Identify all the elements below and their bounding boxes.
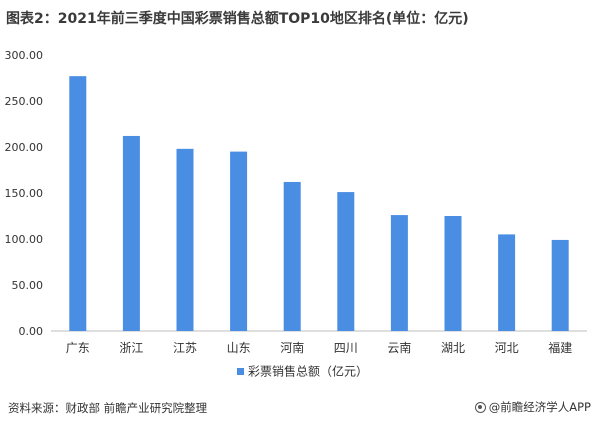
y-tick-label: 0.00 [19,325,44,338]
bar [390,215,408,331]
brand-logo-icon [474,401,486,413]
y-tick-label: 50.00 [12,279,44,292]
chart-title: 图表2：2021年前三季度中国彩票销售总额TOP10地区排名(单位：亿元) [6,11,469,27]
bar [337,192,355,331]
x-tick-label: 河北 [495,341,519,355]
y-tick-labels: 0.00 50.00 100.00 150.00 200.00 250.00 300.00 [5,49,44,338]
x-tick-label: 湖北 [441,340,465,355]
x-tick-label: 云南 [387,340,411,355]
x-tick-labels: 广东 浙江 江苏 山东 河南 四川 云南 湖北 河北 福建 [66,340,572,355]
bar [283,181,301,331]
x-tick-label: 广东 [66,341,90,355]
y-tick-label: 100.00 [5,233,44,246]
x-tick-label: 四川 [334,341,358,355]
x-tick-label: 浙江 [119,341,143,355]
y-tick-label: 250.00 [5,95,44,108]
x-tick-label: 河南 [280,340,304,355]
bar [69,76,87,331]
x-tick-label: 江苏 [173,341,197,355]
source-note: 资料来源：财政部 前瞻产业研究院整理 [8,401,208,415]
bar [551,239,569,331]
y-tick-label: 300.00 [5,49,44,62]
bar [444,216,462,331]
bars [69,76,569,331]
legend: 彩票销售总额（亿元） [237,364,368,379]
x-tick-label: 福建 [548,340,572,355]
legend-label: 彩票销售总额（亿元） [248,364,368,379]
legend-swatch [237,368,244,375]
bar [230,151,248,331]
brand-label: @前瞻经济学人APP [488,400,591,414]
y-tick-label: 150.00 [5,187,44,200]
brand-credit: @前瞻经济学人APP [474,399,591,415]
bar [176,148,194,331]
bar [498,234,516,331]
bar [122,135,140,331]
x-tick-label: 山东 [227,341,251,355]
y-tick-label: 200.00 [5,141,44,154]
